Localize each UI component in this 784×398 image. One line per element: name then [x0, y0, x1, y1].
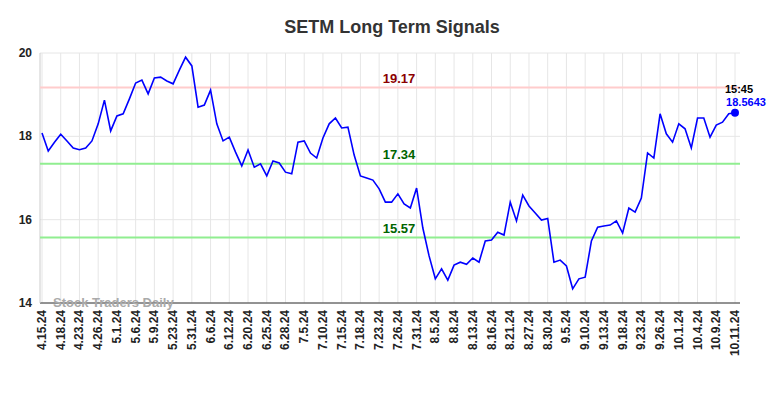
x-tick-label: 7.23.24	[372, 310, 386, 350]
x-tick-label: 8.5.24	[428, 310, 442, 344]
grid-line	[528, 53, 529, 303]
grid-line	[40, 53, 740, 54]
x-tick-label: 6.28.24	[278, 310, 292, 350]
grid-line	[173, 53, 174, 303]
grid-line	[510, 53, 511, 303]
x-tick-label: 7.10.24	[316, 310, 330, 350]
x-tick-label: 4.15.24	[35, 310, 49, 350]
x-tick-label: 7.26.24	[391, 310, 405, 350]
grid-line	[603, 53, 604, 303]
grid-line	[40, 136, 740, 137]
grid-line	[304, 53, 305, 303]
grid-line	[60, 53, 61, 303]
x-tick-label: 9.23.24	[634, 310, 648, 350]
last-value-label: 18.5643	[726, 96, 766, 108]
x-tick-label: 8.21.24	[503, 310, 517, 350]
level-line	[40, 163, 740, 165]
x-tick-label: 8.30.24	[541, 310, 555, 350]
watermark: Stock Traders Daily	[53, 295, 174, 310]
x-tick-label: 9.18.24	[616, 310, 630, 350]
x-tick-label: 8.16.24	[485, 310, 499, 350]
y-tick-label: 18	[19, 129, 33, 143]
x-tick-label: 7.31.24	[410, 310, 424, 350]
x-tick-label: 9.5.24	[559, 310, 573, 344]
grid-line	[360, 53, 361, 303]
grid-line	[322, 53, 323, 303]
y-axis	[40, 53, 41, 303]
y-tick-label: 16	[19, 213, 33, 227]
x-tick-label: 6.6.24	[204, 310, 218, 344]
x-tick-label: 10.1.24	[672, 310, 686, 350]
x-tick-label: 4.23.24	[72, 310, 86, 350]
grid-line	[42, 53, 43, 303]
grid-line	[379, 53, 380, 303]
y-tick-label: 20	[19, 46, 33, 60]
grid-line	[79, 53, 80, 303]
x-tick-label: 10.11.24	[728, 310, 742, 356]
plot	[40, 57, 740, 289]
grid-line	[547, 53, 548, 303]
x-tick-label: 6.20.24	[241, 310, 255, 350]
y-tick-label: 14	[19, 296, 33, 310]
x-tick-label: 5.23.24	[166, 310, 180, 350]
chart: SETM Long Term Signals 14 16 18 20 4.15.24 4.1…	[0, 0, 784, 398]
grid-line	[622, 53, 623, 303]
grid-line	[285, 53, 286, 303]
grid-line	[641, 53, 642, 303]
grid-line	[116, 53, 117, 303]
x-tick-label: 6.25.24	[260, 310, 274, 350]
grid-line	[697, 53, 698, 303]
last-point	[731, 109, 739, 117]
x-tick-label: 7.5.24	[297, 310, 311, 344]
x-tick-label: 8.8.24	[447, 310, 461, 344]
x-tick-label: 6.12.24	[222, 310, 236, 350]
x-tick-label: 5.31.24	[185, 310, 199, 350]
grid-line	[435, 53, 436, 303]
grid-line	[229, 53, 230, 303]
level-label: 15.57	[383, 221, 416, 236]
x-tick-label: 10.9.24	[709, 310, 723, 350]
x-tick-label: 9.13.24	[597, 310, 611, 350]
x-tick-label: 8.27.24	[522, 310, 536, 350]
grid-line	[585, 53, 586, 303]
x-tick-label: 5.9.24	[147, 310, 161, 344]
x-tick-label: 5.1.24	[110, 310, 124, 344]
title: SETM Long Term Signals	[284, 17, 500, 37]
grid-line	[716, 53, 717, 303]
level-line	[40, 237, 740, 239]
grid-line	[472, 53, 473, 303]
x-tick-label: 9.10.24	[578, 310, 592, 350]
grid-line	[135, 53, 136, 303]
grid-line	[341, 53, 342, 303]
x-tick-label: 9.26.24	[653, 310, 667, 350]
grid-line	[98, 53, 99, 303]
grid-line	[266, 53, 267, 303]
grid-line	[491, 53, 492, 303]
x-tick-label: 4.18.24	[54, 310, 68, 350]
price-line	[42, 57, 735, 289]
grid-line	[660, 53, 661, 303]
x-tick-label: 10.4.24	[691, 310, 705, 350]
x-tick-label: 7.18.24	[353, 310, 367, 350]
grid-line	[191, 53, 192, 303]
time-label: 15:45	[725, 83, 753, 95]
level-label: 17.34	[383, 147, 416, 162]
grid-line	[678, 53, 679, 303]
grid-line	[416, 53, 417, 303]
level-label: 19.17	[383, 71, 416, 86]
x-tick-label: 7.15.24	[335, 310, 349, 350]
grid-line	[248, 53, 249, 303]
x-tick-label: 5.6.24	[129, 310, 143, 344]
grid-line	[397, 53, 398, 303]
x-tick-label: 4.26.24	[91, 310, 105, 350]
grid-line	[154, 53, 155, 303]
x-tick-label: 8.13.24	[466, 310, 480, 350]
